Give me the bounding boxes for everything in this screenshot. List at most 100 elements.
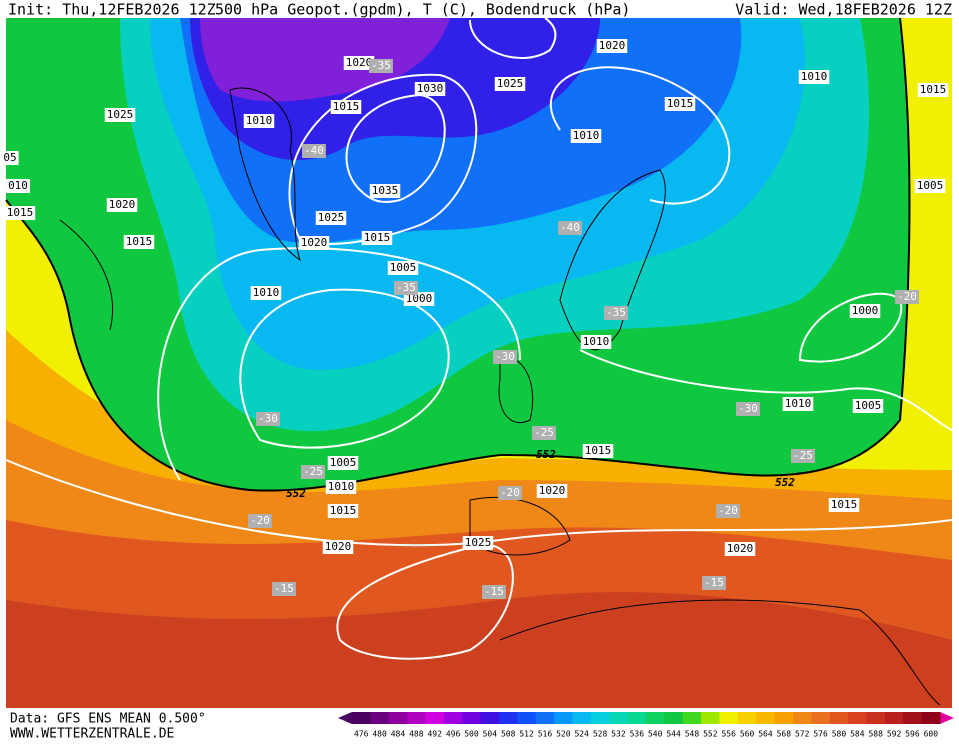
isobar-label: 1015: [7, 206, 34, 219]
temperature-label: -20: [500, 486, 520, 499]
isobar-label-box: [104, 108, 136, 122]
init-text: Init: Thu,12FEB2026 12Z: [8, 1, 216, 19]
isobar-label-box: [664, 97, 696, 111]
isobar-label: 1015: [330, 504, 357, 517]
colorbar-label: 576: [813, 730, 828, 739]
isobar: [239, 288, 450, 449]
colorbar-swatch: [462, 712, 482, 724]
temperature-label-box: [256, 412, 280, 426]
colorbar-swatch: [664, 712, 684, 724]
temperature-label-box: [702, 576, 726, 590]
isobar-label-box: [325, 480, 357, 494]
colorbar-label: 500: [464, 730, 479, 739]
contour-552-label: 552: [775, 476, 795, 489]
temperature-label-box: [532, 426, 556, 440]
temperature-label-box: [493, 350, 517, 364]
temperature-label: -35: [371, 59, 391, 72]
isobar-label-box: [724, 542, 756, 556]
colorbar-label: 552: [703, 730, 718, 739]
temperature-label: -20: [718, 504, 738, 517]
isobar-label: 1025: [318, 211, 345, 224]
isobar-label: 1020: [325, 540, 352, 553]
colorbar-label: 596: [905, 730, 920, 739]
isobar-label-box: [106, 198, 138, 212]
footer-website: WWW.WETTERZENTRALE.DE: [10, 727, 174, 742]
colorbar-label: 484: [391, 730, 406, 739]
colorbar-label: 592: [887, 730, 902, 739]
isobar-label: 010: [8, 179, 28, 192]
colorbar-swatch: [682, 712, 702, 724]
isobar-label-box: [315, 211, 347, 225]
africa-coast: [499, 599, 941, 706]
isobar-label-box: [387, 261, 419, 275]
colorbar-label: 580: [832, 730, 847, 739]
contour-552-label: 552: [536, 448, 556, 461]
temperature-label-box: [482, 585, 506, 599]
isobar-label: 1000: [406, 292, 433, 305]
colorbar-swatch: [737, 712, 757, 724]
isobar-label-box: [361, 231, 393, 245]
colorbar-swatch: [829, 712, 849, 724]
temperature-label-box: [302, 144, 326, 158]
colorbar-label: 488: [409, 730, 424, 739]
isobar-label-box: [536, 484, 568, 498]
contour-552: [5, 17, 911, 492]
temperature-label: -30: [495, 350, 515, 363]
isobar-label-box: [462, 536, 494, 550]
valid-text: Valid: Wed,18FEB2026 12Z: [735, 1, 952, 19]
isobar-label-box: [570, 129, 602, 143]
colorbar-swatch: [719, 712, 739, 724]
colorbar-label: 512: [519, 730, 534, 739]
temperature-label-box: [791, 449, 815, 463]
colorbar-swatch: [884, 712, 904, 724]
isobar-label: 1035: [372, 184, 399, 197]
colorbar-label: 480: [372, 730, 387, 739]
isobar-label: 1010: [785, 397, 812, 410]
temperature-label-box: [604, 306, 628, 320]
temperature-label: -25: [793, 449, 813, 462]
temperature-label: -25: [303, 465, 323, 478]
temperature-label: -15: [704, 576, 724, 589]
isobar-label: 1015: [333, 100, 360, 113]
isobar-label-box: [369, 184, 401, 198]
colorbar-label: 544: [666, 730, 681, 739]
temperature-label-box: [248, 514, 272, 528]
isobar-label: 1005: [390, 261, 417, 274]
colorbar-swatch: [701, 712, 720, 724]
isobar-label-box: [580, 335, 612, 349]
temperature-label-box: [736, 402, 760, 416]
colorbar-label: 568: [777, 730, 792, 739]
temperature-label-box: [716, 504, 740, 518]
isobars: [5, 17, 953, 660]
isobar-label: 1020: [539, 484, 566, 497]
colorbar-label: 504: [483, 730, 498, 739]
isobar-label-box: [123, 235, 155, 249]
colorbar-swatch: [480, 712, 500, 724]
colorbar-swatch: [811, 712, 831, 724]
isobar-label: 1025: [497, 77, 524, 90]
colorbar-label: 556: [721, 730, 736, 739]
isobar: [469, 17, 557, 60]
colorbar-label: 564: [758, 730, 773, 739]
temperature-label: -40: [304, 144, 324, 157]
title-text: 500 hPa Geopot.(gpdm), T (C), Bodendruck…: [215, 1, 630, 19]
colorbar-swatch: [609, 712, 629, 724]
temperature-label: -20: [250, 514, 270, 527]
colorbar-swatch: [499, 712, 518, 724]
colorbar-label: 508: [501, 730, 516, 739]
isobar: [550, 66, 731, 205]
isobar-label: 1005: [855, 399, 882, 412]
isobar-label-box: [298, 236, 330, 250]
isobar-label: 1010: [583, 335, 610, 348]
colorbar-label: 520: [556, 730, 571, 739]
colorbar-label: 536: [630, 730, 645, 739]
isobar: [157, 247, 521, 481]
canada-coast: [59, 219, 114, 331]
isobar-label: 1020: [301, 236, 328, 249]
colorbar-label: 560: [740, 730, 755, 739]
isobar-label: 1015: [364, 231, 391, 244]
isobar-label-box: [330, 100, 362, 114]
isobar-label-box: [243, 114, 275, 128]
isobar-label: 1015: [831, 498, 858, 511]
